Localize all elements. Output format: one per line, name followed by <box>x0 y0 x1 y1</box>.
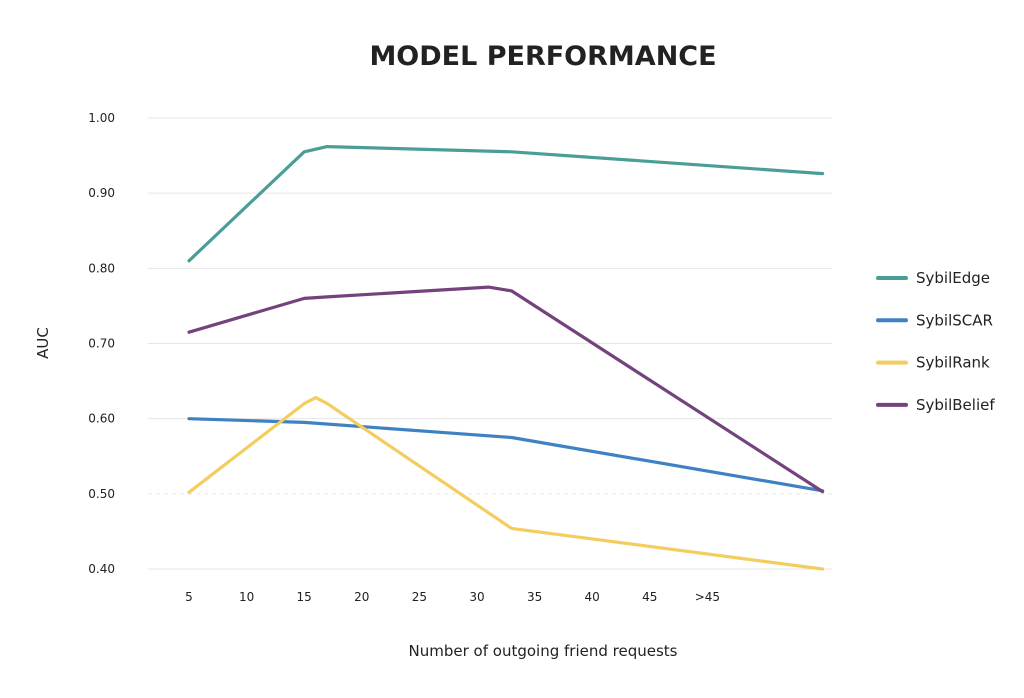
y-tick-label: 1.00 <box>88 111 115 125</box>
x-tick-label: 10 <box>239 590 254 604</box>
x-axis-label: Number of outgoing friend requests <box>409 642 678 660</box>
x-tick-label: 40 <box>585 590 600 604</box>
legend-item: SybilEdge <box>876 269 990 287</box>
series-lines <box>187 145 825 571</box>
y-tick-label: 0.80 <box>88 261 115 275</box>
series-line-sybilscar <box>187 417 825 493</box>
legend-label: SybilBelief <box>916 396 995 414</box>
x-tick-label: 20 <box>354 590 369 604</box>
series-line-sybilbelief <box>187 285 825 494</box>
chart-title: MODEL PERFORMANCE <box>369 41 716 72</box>
x-tick-label: 5 <box>185 590 193 604</box>
y-axis-label: AUC <box>34 327 52 359</box>
legend-item: SybilRank <box>876 354 990 372</box>
x-tick-label: 30 <box>469 590 484 604</box>
y-tick-label: 0.90 <box>88 186 115 200</box>
y-axis-ticks: 1.00 0.90 0.80 0.70 0.60 0.50 0.40 <box>88 111 115 576</box>
x-tick-label: 25 <box>412 590 427 604</box>
gridlines <box>148 117 832 570</box>
y-tick-label: 0.50 <box>88 487 115 501</box>
legend-label: SybilEdge <box>916 269 990 287</box>
x-tick-label: 15 <box>297 590 312 604</box>
y-tick-label: 0.40 <box>88 562 115 576</box>
legend-item: SybilSCAR <box>876 311 993 329</box>
x-tick-label: 45 <box>642 590 657 604</box>
legend-label: SybilRank <box>916 354 990 372</box>
legend: SybilEdge SybilSCAR SybilRank SybilBelief <box>876 269 995 414</box>
legend-item: SybilBelief <box>876 396 995 414</box>
y-tick-label: 0.60 <box>88 412 115 426</box>
series-line-sybiledge <box>187 145 825 263</box>
x-axis-ticks: 5 10 15 20 25 30 35 40 45 >45 <box>185 590 720 604</box>
x-tick-label: 35 <box>527 590 542 604</box>
x-tick-label: >45 <box>695 590 720 604</box>
legend-label: SybilSCAR <box>916 311 993 329</box>
series-line-sybilrank <box>187 396 825 571</box>
y-tick-label: 0.70 <box>88 337 115 351</box>
